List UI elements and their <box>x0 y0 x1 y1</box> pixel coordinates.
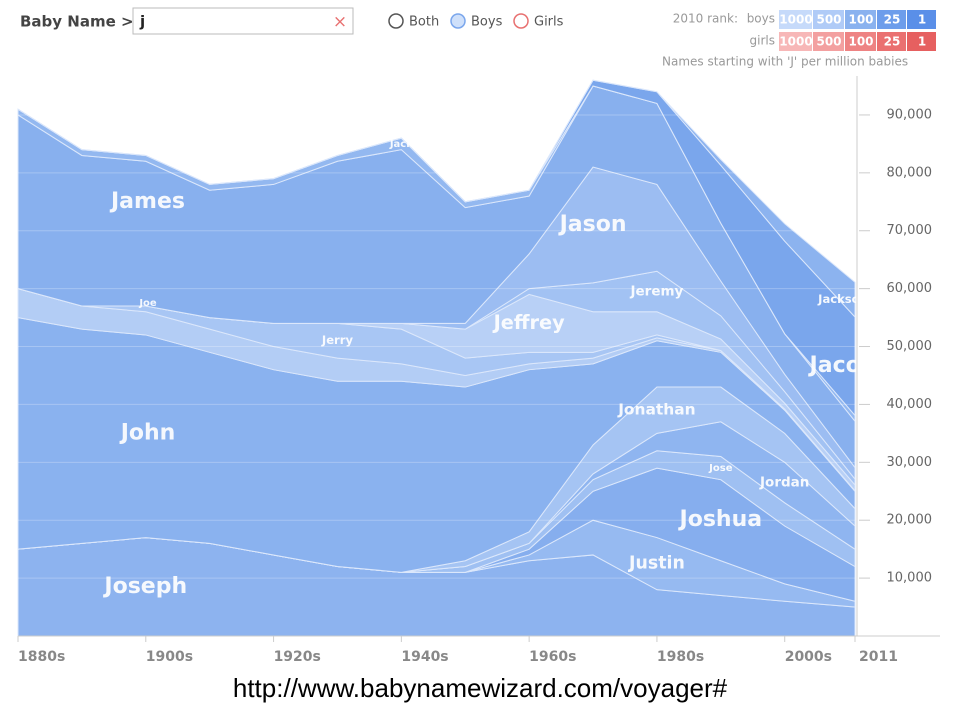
y-tick-label: 10,000 <box>887 571 933 586</box>
radio-both[interactable] <box>388 13 404 29</box>
series-label: Jason <box>558 212 627 237</box>
series-label: Jackson <box>817 292 868 306</box>
search-value: j <box>139 13 145 31</box>
series-label: Justin <box>628 554 685 574</box>
series-label: Jeremy <box>629 284 683 300</box>
search-box[interactable] <box>132 7 354 35</box>
search-label: Baby Name > <box>20 13 134 31</box>
rank-box-boys <box>877 10 906 29</box>
filter-label: Girls <box>534 15 564 30</box>
y-tick-label: 90,000 <box>887 107 933 122</box>
filter-label: Both <box>409 15 439 30</box>
rank-box-boys <box>907 10 936 29</box>
rank-level: 100 <box>848 13 873 27</box>
source-url: http://www.babynamewizard.com/voyager# <box>233 673 728 703</box>
x-tick-label: 2000s <box>785 649 832 665</box>
y-tick-label: 70,000 <box>887 223 933 238</box>
radio-girls[interactable] <box>513 13 529 29</box>
series-label: Jordan <box>759 475 809 491</box>
rank-girls-label: girls <box>750 34 775 48</box>
y-tick-label: 50,000 <box>887 339 933 354</box>
x-tick-label: 1980s <box>657 649 704 665</box>
series-label: Joe <box>138 298 157 309</box>
y-tick-label: 30,000 <box>887 455 933 470</box>
series-label: Joshua <box>678 507 763 532</box>
rank-box-girls <box>907 32 936 51</box>
rank-title: 2010 rank: <box>673 12 738 26</box>
series-label: John <box>119 420 176 445</box>
x-tick-label: 1960s <box>529 649 576 665</box>
rank-level: 1 <box>918 35 926 49</box>
clear-button[interactable]: × <box>333 12 347 32</box>
rank-box-girls <box>813 32 844 51</box>
rank-level: 25 <box>884 13 901 27</box>
rank-box-girls <box>845 32 876 51</box>
y-tick-label: 80,000 <box>887 165 933 180</box>
rank-level: 1000 <box>779 35 812 49</box>
rank-level: 25 <box>884 35 901 49</box>
rank-box-girls <box>877 32 906 51</box>
series-label: Jerry <box>321 333 354 347</box>
rank-level: 500 <box>816 35 841 49</box>
rank-box-boys <box>779 10 812 29</box>
rank-level: 500 <box>816 13 841 27</box>
rank-box-girls <box>779 32 812 51</box>
series-label: James <box>109 189 185 214</box>
rank-box-boys <box>813 10 844 29</box>
y-tick-label: 20,000 <box>887 513 933 528</box>
x-tick-label: 1940s <box>401 649 448 665</box>
series-label: Jeffrey <box>492 311 565 334</box>
rank-level: 100 <box>848 35 873 49</box>
chart-subtitle: Names starting with 'J' per million babi… <box>662 55 908 69</box>
radio-boys[interactable] <box>450 13 466 29</box>
rank-boys-label: boys <box>747 12 775 26</box>
x-tick-label: 1900s <box>146 649 193 665</box>
filter-label: Boys <box>471 15 503 30</box>
series-label: Jonathan <box>617 401 695 419</box>
x-tick-label: 1920s <box>274 649 321 665</box>
rank-level: 1000 <box>779 13 812 27</box>
x-tick-label: 2011 <box>859 649 898 665</box>
rank-level: 1 <box>918 13 926 27</box>
y-tick-label: 60,000 <box>887 281 933 296</box>
rank-box-boys <box>845 10 876 29</box>
y-tick-label: 40,000 <box>887 397 933 412</box>
series-label: Jack <box>389 139 413 150</box>
series-label: Jose <box>708 463 733 474</box>
x-tick-label: 1880s <box>18 649 65 665</box>
series-label: Jacob <box>808 353 877 378</box>
area <box>17 79 856 319</box>
series-label: Joseph <box>102 574 187 599</box>
